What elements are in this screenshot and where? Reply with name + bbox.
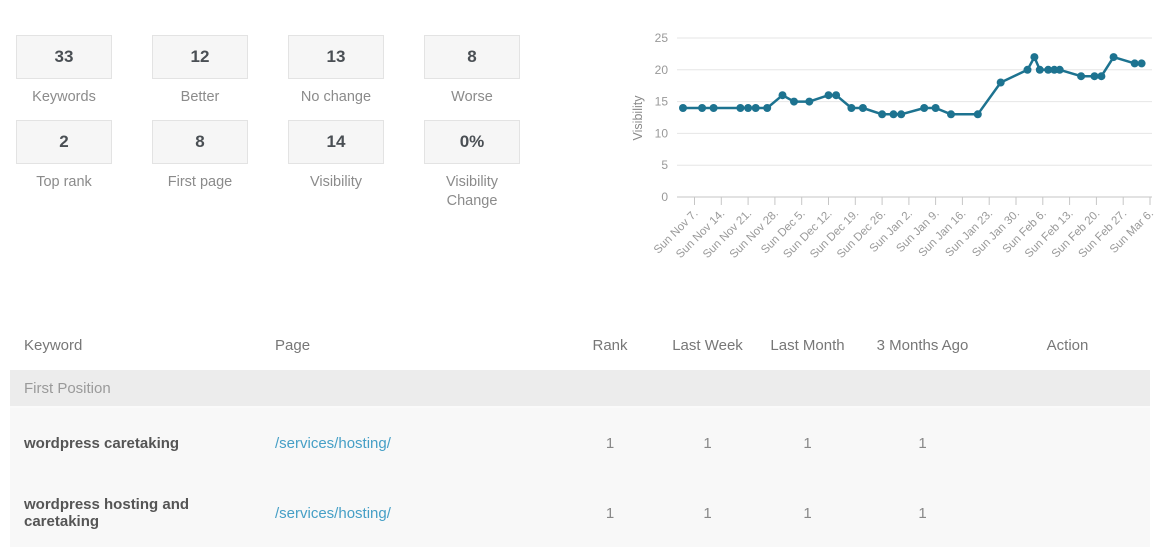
column-header-3-months-ago: 3 Months Ago (876, 336, 969, 354)
page-link[interactable]: /services/hosting/ (275, 504, 391, 522)
stat-keywords-value: 33 (54, 47, 74, 66)
three-months-ago-cell: 1 (918, 504, 927, 522)
stat-first-page: 8 First page (152, 119, 248, 211)
stat-first-page-value: 8 (195, 131, 205, 151)
column-header-rank: Rank (592, 336, 628, 354)
stat-no-change-box: 13 (288, 35, 384, 79)
keyword-cell: wordpress caretaking (24, 434, 180, 452)
column-header-last-week: Last Week (672, 336, 743, 354)
stat-top-rank-box: 2 (16, 119, 112, 164)
stat-visibility: 14 Visibility (288, 119, 384, 211)
svg-text:25: 25 (655, 31, 669, 45)
keywords-table: Keyword Page Rank Last Week Last Month 3… (10, 320, 1150, 547)
table-row: wordpress hosting and caretaking /servic… (10, 478, 1150, 547)
visibility-chart: 0 5 10 15 20 25 Sun Nov 7. Sun Nov 14. Sun Nov 2… (630, 10, 1160, 295)
stat-no-change-value: 13 (326, 47, 346, 66)
column-header-keyword: Keyword (24, 336, 83, 354)
stat-better-value: 12 (190, 47, 210, 66)
last-week-cell: 1 (703, 504, 712, 522)
rank-cell: 1 (605, 504, 615, 522)
column-header-action: Action (1046, 336, 1089, 354)
stat-worse: 8 Worse (424, 35, 520, 107)
svg-text:15: 15 (655, 95, 669, 109)
table-body: wordpress caretaking /services/hosting/ … (10, 408, 1150, 547)
stat-no-change-label: No change (300, 89, 372, 105)
stat-worse-label: Worse (451, 89, 493, 105)
stat-better-box: 12 (152, 35, 248, 79)
last-week-cell: 1 (703, 434, 712, 452)
svg-text:20: 20 (655, 63, 669, 77)
column-header-page: Page (275, 336, 311, 354)
stat-top-rank-label: Top rank (36, 173, 92, 190)
table-header-row: Keyword Page Rank Last Week Last Month 3… (10, 320, 1150, 370)
stat-keywords-label: Keywords (32, 89, 96, 105)
stat-visibility-label: Visibility (309, 173, 363, 190)
keyword-cell: wordpress hosting and caretaking (24, 496, 190, 530)
stat-worse-box: 8 (424, 35, 520, 79)
stat-top-rank: 2 Top rank (16, 119, 112, 211)
column-header-last-month: Last Month (770, 336, 845, 354)
page-link[interactable]: /services/hosting/ (275, 434, 391, 452)
svg-text:10: 10 (655, 126, 669, 140)
stat-visibility-box: 14 (288, 119, 384, 164)
stat-visibility-change-label: Visibility Change (445, 173, 499, 209)
rank-cell: 1 (605, 434, 615, 452)
stat-first-page-box: 8 (152, 119, 248, 164)
last-month-cell: 1 (803, 434, 812, 452)
table-row: wordpress caretaking /services/hosting/ … (10, 408, 1150, 478)
stat-visibility-change-box: 0% (424, 119, 520, 164)
stat-first-page-label: First page (167, 173, 233, 190)
stat-visibility-change: 0% Visibility Change (424, 119, 520, 211)
stat-top-rank-value: 2 (59, 131, 69, 151)
last-month-cell: 1 (803, 504, 812, 522)
svg-text:0: 0 (661, 190, 668, 204)
svg-text:5: 5 (661, 158, 668, 172)
stat-keywords-box: 33 (16, 35, 112, 79)
stat-better-label: Better (180, 89, 220, 105)
section-header-first-position: First Position (10, 370, 1150, 408)
three-months-ago-cell: 1 (918, 434, 927, 452)
stat-visibility-value: 14 (326, 131, 346, 151)
stat-no-change: 13 No change (288, 35, 384, 107)
summary-stats: 33 Keywords 12 Better 13 No change 8 Wor… (16, 35, 520, 224)
stat-worse-value: 8 (467, 47, 477, 66)
stat-visibility-change-value: 0% (459, 131, 485, 151)
stat-keywords: 33 Keywords (16, 35, 112, 107)
svg-text:Visibility: Visibility (631, 95, 645, 141)
stat-better: 12 Better (152, 35, 248, 107)
